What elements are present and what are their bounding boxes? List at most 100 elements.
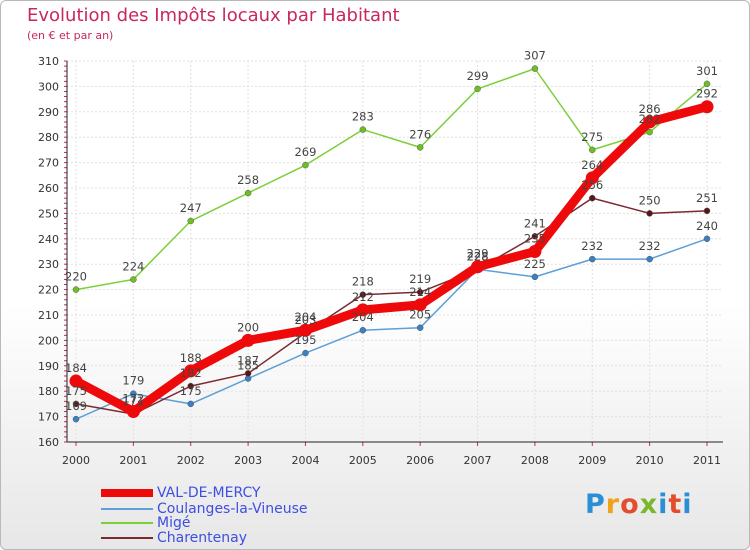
x-tick-label: 2007 xyxy=(464,454,492,467)
data-label: 229 xyxy=(467,247,489,261)
data-label: 187 xyxy=(237,353,259,367)
series-line xyxy=(75,238,708,420)
data-point xyxy=(646,210,653,217)
x-tick-label: 2011 xyxy=(693,454,721,467)
data-point xyxy=(244,189,252,197)
data-label: 247 xyxy=(180,201,202,215)
data-point xyxy=(416,288,424,296)
y-tick-label: 240 xyxy=(38,233,59,246)
data-point xyxy=(130,390,137,397)
data-point xyxy=(474,85,481,93)
data-point xyxy=(703,207,711,215)
legend-item-charentenay[interactable]: Charentenay xyxy=(101,530,247,546)
x-tick-label: 2002 xyxy=(177,454,205,467)
y-tick-label: 170 xyxy=(38,411,59,424)
data-point xyxy=(646,255,653,263)
data-point xyxy=(416,324,424,331)
data-point xyxy=(187,400,194,408)
data-label: 218 xyxy=(352,275,374,289)
data-point xyxy=(298,323,312,337)
data-label: 175 xyxy=(180,384,202,398)
y-tick-label: 280 xyxy=(38,131,59,144)
data-point xyxy=(416,144,424,151)
data-point xyxy=(184,364,198,378)
data-point xyxy=(244,370,252,377)
legend-label: Charentenay xyxy=(157,530,248,546)
chart-title: Evolution des Impôts locaux par Habitant xyxy=(27,5,400,26)
data-point xyxy=(703,235,711,243)
data-label: 195 xyxy=(294,333,316,347)
data-label: 204 xyxy=(294,310,316,324)
legend-item-val-de-mercy[interactable]: VAL-DE-MERCY xyxy=(101,485,261,501)
x-tick-label: 2006 xyxy=(406,454,434,467)
x-tick-label: 2003 xyxy=(234,454,262,467)
data-label: 232 xyxy=(639,239,661,253)
data-label: 240 xyxy=(696,219,718,233)
y-tick-label: 250 xyxy=(38,207,59,220)
data-label: 283 xyxy=(352,110,374,124)
data-point xyxy=(72,286,80,293)
data-label: 225 xyxy=(524,257,546,271)
x-tick-label: 2000 xyxy=(62,454,90,467)
data-point xyxy=(72,400,80,408)
y-tick-label: 210 xyxy=(38,309,59,322)
data-label: 200 xyxy=(237,320,259,334)
data-point xyxy=(531,233,539,240)
data-label: 203 xyxy=(294,313,316,327)
data-point xyxy=(69,374,83,388)
data-point xyxy=(130,276,137,283)
data-label: 179 xyxy=(122,374,144,388)
data-label: 224 xyxy=(122,259,144,273)
data-point xyxy=(241,333,255,347)
data-point xyxy=(585,171,599,185)
x-tick-label: 2005 xyxy=(349,454,377,467)
data-point xyxy=(589,255,596,263)
legend-swatch xyxy=(101,508,153,510)
y-tick-label: 200 xyxy=(38,334,59,347)
data-point xyxy=(643,115,657,129)
legend-item-mige[interactable]: Migé xyxy=(101,515,190,531)
legend-item-coulanges-la-vineuse[interactable]: Coulanges-la-Vineuse xyxy=(101,501,308,517)
data-point xyxy=(589,146,596,154)
series-line xyxy=(71,102,712,417)
x-tick-label: 2004 xyxy=(291,454,319,467)
data-label: 232 xyxy=(581,239,603,253)
legend-label: Coulanges-la-Vineuse xyxy=(157,501,308,517)
data-label: 184 xyxy=(65,361,87,375)
data-point xyxy=(126,405,140,419)
data-label: 258 xyxy=(237,173,259,187)
legend-swatch xyxy=(101,489,153,497)
data-point xyxy=(359,291,367,298)
data-label: 264 xyxy=(581,158,603,172)
data-point xyxy=(359,126,367,133)
legend-label: Migé xyxy=(157,515,191,531)
data-label: 212 xyxy=(352,290,374,304)
chart-subtitle: (en € et par an) xyxy=(27,29,114,42)
legend-swatch xyxy=(101,537,153,539)
data-point xyxy=(302,349,309,357)
data-point xyxy=(187,217,194,225)
data-point xyxy=(356,303,370,317)
data-label: 228 xyxy=(467,249,489,263)
data-label: 172 xyxy=(122,392,144,406)
data-label: 282 xyxy=(639,112,661,126)
y-tick-label: 310 xyxy=(38,55,59,68)
series-line xyxy=(75,197,708,415)
data-label: 276 xyxy=(409,127,431,141)
data-label: 228 xyxy=(467,249,489,263)
data-point xyxy=(187,382,194,390)
x-tick-label: 2001 xyxy=(119,454,147,467)
data-point xyxy=(703,80,711,88)
data-point xyxy=(589,194,596,202)
data-label: 204 xyxy=(352,310,374,324)
data-label: 182 xyxy=(180,366,202,380)
x-tick-label: 2008 xyxy=(521,454,549,467)
data-label: 188 xyxy=(180,351,202,365)
data-point xyxy=(531,65,539,72)
data-point xyxy=(700,100,714,114)
y-tick-label: 190 xyxy=(38,360,59,373)
legend-label: VAL-DE-MERCY xyxy=(157,485,261,501)
data-label: 220 xyxy=(65,270,87,284)
data-point xyxy=(471,260,485,274)
data-point xyxy=(413,298,427,312)
